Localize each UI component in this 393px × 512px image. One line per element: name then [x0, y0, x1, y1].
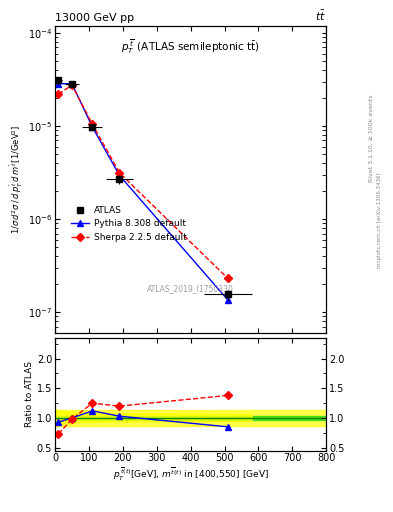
Y-axis label: $1 / \sigma\, d^2\sigma\, /\, d\, p_T^{\bar{t}}\, d\, m^{\bar{t}}\, [1/\mathrm{G: $1 / \sigma\, d^2\sigma\, /\, d\, p_T^{\… — [9, 124, 25, 234]
Text: mcplots.cern.ch [arXiv:1306.3436]: mcplots.cern.ch [arXiv:1306.3436] — [377, 173, 382, 268]
Text: Rivet 3.1.10, ≥ 100k events: Rivet 3.1.10, ≥ 100k events — [369, 94, 374, 182]
Text: $t\bar{t}$: $t\bar{t}$ — [315, 9, 326, 23]
X-axis label: $p_T^{\,\overline{t}(t)}[\mathrm{GeV}]$, $m^{\overline{t}(t)}$ in [400,550] [GeV: $p_T^{\,\overline{t}(t)}[\mathrm{GeV}]$,… — [113, 466, 268, 483]
Bar — [55, 410, 326, 425]
Legend: ATLAS, Pythia 8.308 default, Sherpa 2.2.5 default: ATLAS, Pythia 8.308 default, Sherpa 2.2.… — [68, 202, 190, 245]
Text: ATLAS_2019_I1750330: ATLAS_2019_I1750330 — [147, 284, 234, 293]
Y-axis label: Ratio to ATLAS: Ratio to ATLAS — [25, 361, 34, 427]
Bar — [55, 416, 326, 420]
Text: $p_T^{\,\overline{t}\,}$ (ATLAS semileptonic t$\bar{\mathrm{t}}$): $p_T^{\,\overline{t}\,}$ (ATLAS semilept… — [121, 38, 260, 56]
Text: 13000 GeV pp: 13000 GeV pp — [55, 13, 134, 23]
